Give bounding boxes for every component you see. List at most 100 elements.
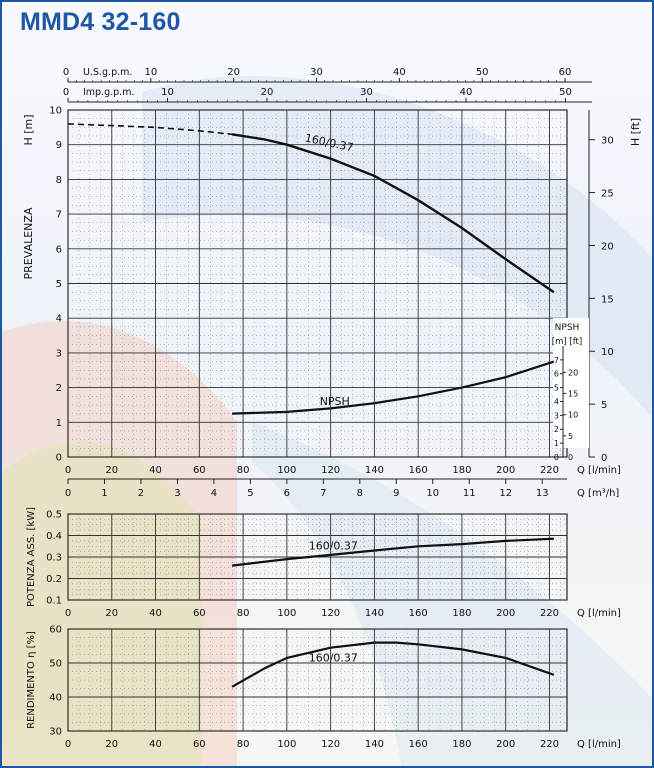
power-x-tick-label: 40: [149, 608, 162, 619]
efficiency-x-tick-label: 40: [149, 739, 162, 750]
efficiency-x-tick-label: 120: [321, 739, 340, 750]
m3h-axis-tick-label: 8: [357, 488, 363, 499]
npsh-ft-tick-label: 5: [568, 432, 573, 441]
top-axis-tick-label: 40: [460, 87, 473, 98]
right-axis-tick-label: 20: [601, 241, 614, 252]
efficiency-x-tick-label: 140: [365, 739, 384, 750]
head-y-tick-label: 1: [56, 418, 62, 429]
head-y-tick-label: 5: [56, 279, 62, 290]
top-axis-tick-label: 20: [227, 67, 240, 78]
efficiency-x-axis-label: Q [l/min]: [577, 739, 621, 750]
efficiency-x-tick-label: 60: [193, 739, 206, 750]
head-curve: [231, 133, 555, 294]
power-x-tick-label: 220: [540, 608, 559, 619]
m3h-axis-tick-label: 3: [174, 488, 180, 499]
m3h-axis-tick-label: 9: [393, 488, 399, 499]
top-axis-tick-label: 20: [261, 87, 274, 98]
efficiency-x-tick-label: 0: [65, 739, 71, 750]
head-y-tick-label: 7: [56, 210, 62, 221]
head-x-axis-label: Q [l/min]: [577, 465, 621, 476]
power-x-tick-label: 120: [321, 608, 340, 619]
npsh-axis-background: [553, 318, 589, 448]
power-x-tick-label: 80: [237, 608, 250, 619]
npsh-m-tick-label: 3: [554, 411, 559, 420]
head-x-tick-label: 40: [149, 465, 162, 476]
efficiency-curve-label: 160/0.37: [309, 651, 358, 664]
npsh-m-tick-label: 6: [554, 370, 559, 379]
npsh-ft-tick-label: 15: [568, 390, 578, 399]
efficiency-x-tick-label: 220: [540, 739, 559, 750]
top-axis-tick-label: 10: [144, 67, 157, 78]
top-axis-tick-label: 30: [360, 87, 373, 98]
top-axis-label: Imp.g.p.m.: [83, 87, 134, 98]
npsh-m-tick-label: 2: [554, 425, 559, 434]
power-x-tick-label: 180: [452, 608, 471, 619]
right-axis-tick-label: 15: [601, 294, 614, 305]
head-x-tick-label: 0: [65, 465, 71, 476]
power-x-axis-label: Q [l/min]: [577, 608, 621, 619]
power-x-tick-label: 160: [409, 608, 428, 619]
npsh-m-tick-label: 5: [554, 384, 559, 393]
power-x-tick-label: 0: [65, 608, 71, 619]
m3h-axis-tick-label: 1: [101, 488, 107, 499]
power-y-tick-label: 0.4: [46, 531, 62, 542]
power-x-tick-label: 20: [105, 608, 118, 619]
right-axis-tick-label: 0: [601, 453, 607, 464]
head-x-tick-label: 160: [409, 465, 428, 476]
npsh-curve-label: NPSH: [320, 395, 350, 408]
power-curve: [231, 537, 554, 567]
top-axis-tick-label: 10: [161, 87, 174, 98]
top-axis-tick-label: 0: [63, 87, 69, 98]
head-x-tick-label: 180: [452, 465, 471, 476]
efficiency-x-tick-label: 80: [237, 739, 250, 750]
head-y-tick-label: 8: [56, 175, 62, 186]
efficiency-x-tick-label: 180: [452, 739, 471, 750]
head-x-tick-label: 60: [193, 465, 206, 476]
m3h-axis-tick-label: 4: [211, 488, 217, 499]
npsh-m-tick-label: 4: [554, 397, 559, 406]
head-y-tick-label: 3: [56, 348, 62, 359]
head-x-tick-label: 100: [277, 465, 296, 476]
top-axis-tick-label: 30: [310, 67, 323, 78]
efficiency-x-tick-label: 200: [496, 739, 515, 750]
head-y-tick-label: 2: [56, 383, 62, 394]
m3h-axis-tick-label: 6: [284, 488, 290, 499]
top-axis-label: U.S.g.p.m.: [83, 67, 132, 78]
head-y-tick-label: 6: [56, 244, 62, 255]
npsh-ft-tick-label: 20: [568, 368, 578, 377]
head-y-tick-label: 10: [49, 106, 62, 117]
top-axis-tick-label: 40: [393, 67, 406, 78]
right-axis-tick-label: 5: [601, 400, 607, 411]
power-y-tick-label: 0.3: [46, 553, 62, 564]
m3h-axis-tick-label: 0: [65, 488, 71, 499]
head-x-tick-label: 20: [105, 465, 118, 476]
m3h-axis-tick-label: 7: [320, 488, 326, 499]
head-x-tick-label: 200: [496, 465, 515, 476]
m3h-axis-tick-label: 11: [463, 488, 476, 499]
right-axis-label: H [ft]: [629, 118, 642, 146]
head-x-tick-label: 140: [365, 465, 384, 476]
head-y-axis-title: PREVALENZA: [22, 207, 35, 279]
m3h-axis-tick-label: 5: [247, 488, 253, 499]
top-axis-tick-label: 0: [63, 67, 69, 78]
right-axis-tick-label: 25: [601, 189, 614, 200]
efficiency-x-tick-label: 20: [105, 739, 118, 750]
power-x-tick-label: 60: [193, 608, 206, 619]
efficiency-y-axis-title: RENDIMENTO η [%]: [26, 631, 37, 729]
top-axis-tick-label: 50: [476, 67, 489, 78]
head-y-tick-label: 0: [56, 453, 62, 464]
power-x-tick-label: 100: [277, 608, 296, 619]
power-x-tick-label: 140: [365, 608, 384, 619]
npsh-m-tick-label: 0: [554, 453, 559, 462]
m3h-axis-label: Q [m³/h]: [577, 488, 619, 499]
head-x-tick-label: 80: [237, 465, 250, 476]
power-y-tick-label: 0.2: [46, 574, 62, 585]
power-y-tick-label: 0.5: [46, 510, 62, 521]
top-axis-tick-label: 60: [559, 67, 572, 78]
power-y-tick-label: 0.1: [46, 596, 62, 607]
efficiency-x-tick-label: 100: [277, 739, 296, 750]
head-x-tick-label: 220: [540, 465, 559, 476]
head-y-axis-unit: H [m]: [22, 114, 35, 145]
m3h-axis-tick-label: 2: [138, 488, 144, 499]
